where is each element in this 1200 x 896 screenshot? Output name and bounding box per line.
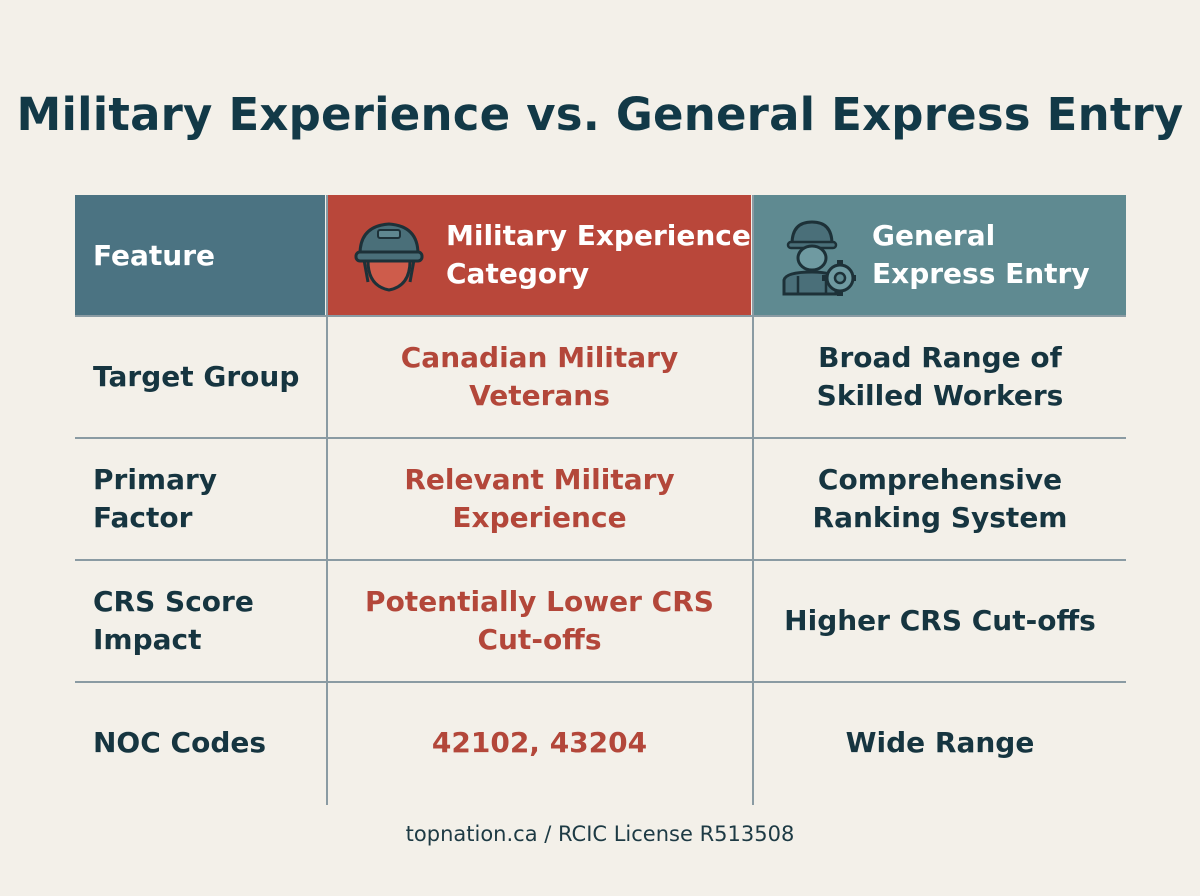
soldier-helmet-icon (354, 222, 424, 292)
row-primary-factor-feature: Primary Factor (93, 463, 218, 534)
row-divider (75, 315, 1126, 317)
row-noc-codes-feature: NOC Codes (93, 726, 267, 759)
row-target-group-general: Broad Range of Skilled Workers (816, 341, 1064, 412)
row-noc-codes-military: 42102, 43204 (431, 726, 648, 759)
header-general-label: General Express Entry (872, 219, 1090, 290)
row-noc-codes-general: Wide Range (845, 726, 1035, 759)
row-primary-factor-general: Comprehensive Ranking System (812, 463, 1068, 534)
row-primary-factor-military: Relevant Military Experience (404, 463, 675, 534)
comparison-table: Feature Military Experience Category (75, 195, 1126, 805)
header-military: Military Experience Category (328, 195, 751, 315)
row-target-group-feature: Target Group (93, 360, 300, 393)
worker-gear-icon (782, 220, 856, 296)
header-feature: Feature (75, 195, 325, 315)
header-military-label: Military Experience Category (446, 219, 751, 290)
footer-credit: topnation.ca / RCIC License R513508 (405, 822, 795, 846)
row-divider (75, 437, 1126, 439)
column-divider (326, 195, 328, 805)
row-crs-score-feature: CRS Score Impact (93, 585, 254, 656)
row-crs-score-military: Potentially Lower CRS Cut-offs (365, 585, 714, 656)
page-title: Military Experience vs. General Express … (16, 88, 1184, 141)
row-target-group-military: Canadian Military Veterans (400, 341, 679, 412)
row-divider (75, 681, 1126, 683)
header-general: General Express Entry (754, 195, 1126, 315)
header-feature-label: Feature (93, 238, 215, 272)
row-divider (75, 559, 1126, 561)
column-divider (752, 195, 754, 805)
row-crs-score-general: Higher CRS Cut-offs (784, 604, 1096, 637)
